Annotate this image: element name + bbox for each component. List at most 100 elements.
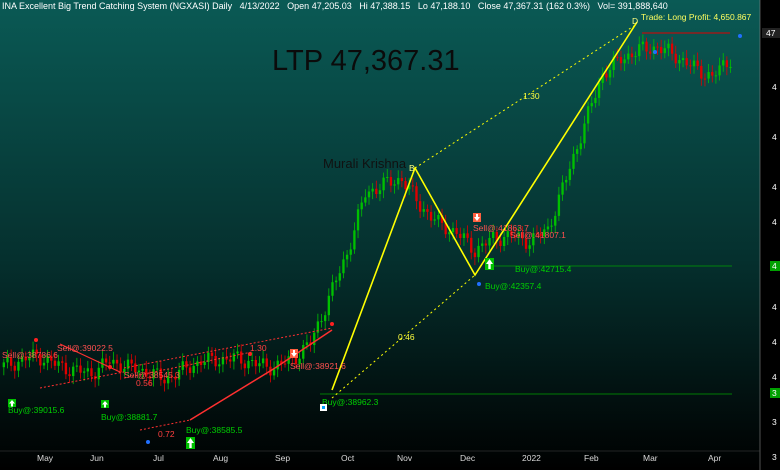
bull-candle [488,237,491,246]
month-label: Jun [90,453,104,463]
bull-candle [422,209,425,212]
bear-candle [61,361,64,363]
signal-dot [248,352,252,356]
header-low: Lo 47,188.10 [418,1,471,11]
buy-label-2: Buy@:38881.7 [101,412,158,422]
bull-candle [46,355,49,363]
wave-line [331,21,638,391]
bull-candle [397,178,400,185]
bull-candle [338,273,341,281]
bull-candle [638,44,641,57]
bull-candle [714,75,718,77]
bear-candle [429,211,433,221]
bull-candle [729,66,732,68]
bull-candle [378,190,382,195]
bear-candle [696,60,699,66]
signal-dot [653,50,657,54]
bull-candle [550,225,553,227]
dotted-projection-1 [123,327,333,369]
analyst-label: Murali Krishna [323,156,407,171]
price-tick: 4 [772,337,777,347]
bull-candle [207,352,210,362]
bear-candle [280,360,283,364]
bull-candle [408,185,411,190]
bull-candle [152,369,155,379]
bull-candle [287,356,290,364]
bear-candle [243,363,247,369]
price-tick: 3 [772,417,777,427]
bull-candle [579,143,582,150]
price-tag-current: 47 [766,28,776,38]
month-label: May [37,453,54,463]
bear-candle [229,359,232,362]
month-label: Feb [584,453,599,463]
price-tick: 4 [772,132,777,142]
bear-candle [495,231,498,241]
bull-candle [667,43,670,49]
buy-label-5: Buy@:42715.4 [515,264,572,274]
bull-candle [481,243,484,246]
bear-candle [13,365,16,371]
bear-candle [163,379,166,384]
bull-candle [641,41,645,45]
bull-candle [86,368,89,372]
bull-candle [298,358,301,365]
month-label: Jul [153,453,164,463]
price-tag-support-2: 3 [772,388,777,398]
bear-candle [513,235,517,238]
bear-candle [411,185,414,187]
bear-candle [119,363,122,373]
ratio-label-top: 1.30 [523,91,540,101]
signal-dot [330,322,334,326]
bull-candle [707,71,710,79]
bull-candle [141,368,144,371]
bull-candle [360,202,363,210]
bull-candle [258,363,261,367]
bear-candle [656,46,659,48]
chart-header: INA Excellent Big Trend Catching System … [2,1,668,11]
bear-candle [64,362,68,375]
bull-candle [546,226,550,230]
red-trend-3 [274,329,333,369]
sell-label-3: Sell@:38545.3 [124,370,180,380]
bull-candle [232,353,236,362]
bear-candle [240,351,243,364]
sell-arrow-icon [473,213,481,222]
price-tick: 3 [772,452,777,462]
bull-candle [681,58,685,61]
month-label: 2022 [522,453,541,463]
bear-candle [145,368,148,377]
bull-candle [557,194,561,216]
bear-candle [404,181,407,190]
bull-candle [353,230,356,250]
bull-candle [57,361,60,366]
bear-candle [455,228,458,234]
bull-candle [506,231,509,238]
bull-candle [601,73,604,83]
signal-dot [146,440,150,444]
header-date: 4/13/2022 [240,1,280,11]
bear-candle [444,222,447,235]
bull-candle [82,371,86,373]
bull-candle [31,349,35,358]
bull-candle [451,228,455,233]
bear-candle [9,357,13,366]
bull-candle [386,177,389,179]
header-open: Open 47,205.03 [287,1,352,11]
bull-candle [543,229,546,237]
bull-candle [627,53,630,60]
bear-candle [415,186,418,202]
bear-candle [53,360,57,366]
price-axis-panel [760,0,780,470]
bull-candle [97,367,100,380]
yellow-dotted-1 [331,274,476,399]
bear-candle [199,361,203,365]
sell-label-2: Sell@:39022.5 [57,343,113,353]
bull-candle [364,197,367,203]
bull-candle [196,361,199,366]
bear-candle [499,240,502,247]
month-label: Apr [708,453,721,463]
chart-background [0,0,760,470]
price-tick: 4 [772,182,777,192]
